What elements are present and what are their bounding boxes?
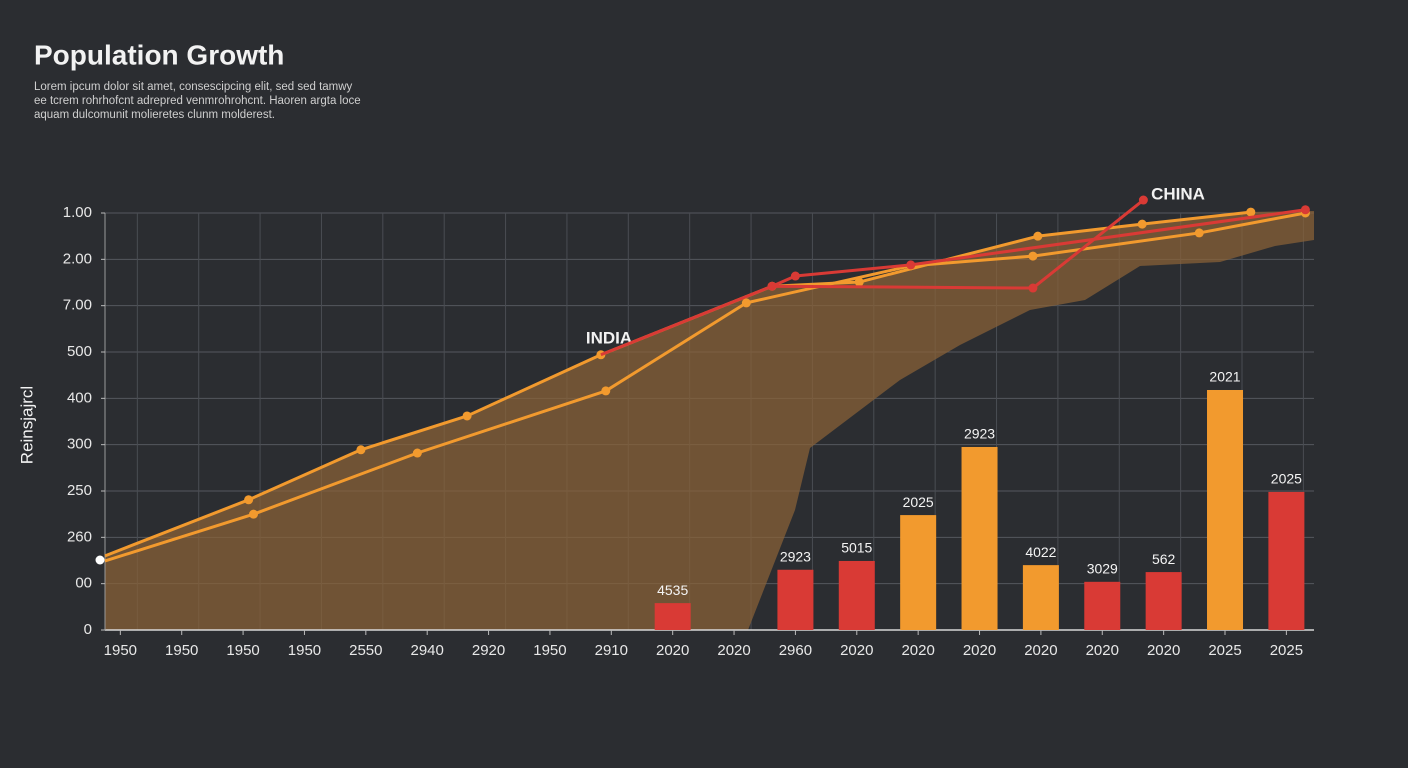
y-tick-label: 300 xyxy=(67,436,92,453)
x-tick-label: 2910 xyxy=(595,642,628,659)
y-axis-label: Reinsjajrcl xyxy=(17,386,36,464)
bar xyxy=(838,560,875,630)
x-tick-label: 2020 xyxy=(717,642,750,659)
bar-label: 4022 xyxy=(1025,544,1056,560)
bar xyxy=(961,446,998,630)
y-tick-label: 0 xyxy=(84,621,92,638)
start-dot xyxy=(95,555,105,565)
bar xyxy=(1145,572,1182,630)
y-tick-label: 250 xyxy=(67,482,92,499)
x-tick-label: 2920 xyxy=(472,642,505,659)
subtitle: aquam dulcomunit molieretes clunm molder… xyxy=(34,109,275,121)
point xyxy=(249,509,259,519)
x-tick-label: 2550 xyxy=(349,642,382,659)
bar-label: 2923 xyxy=(780,548,811,564)
x-tick-label: 1950 xyxy=(533,642,566,659)
y-tick-label: 2.00 xyxy=(63,250,92,267)
x-tick-label: 1950 xyxy=(226,642,259,659)
point xyxy=(1194,228,1204,238)
y-tick-label: 260 xyxy=(67,528,92,545)
y-tick-label: 500 xyxy=(67,343,92,360)
x-tick-label: 2960 xyxy=(779,642,812,659)
point xyxy=(412,448,422,458)
point xyxy=(356,445,366,455)
point xyxy=(601,386,611,396)
subtitle: ee tcrem rohrhofcnt adrepred venmrohrohc… xyxy=(34,95,361,107)
annotation: CHINA xyxy=(1151,184,1205,203)
y-tick-label: 00 xyxy=(75,575,92,592)
bar xyxy=(777,569,814,630)
point xyxy=(1028,251,1038,261)
bar-label: 2021 xyxy=(1209,369,1240,385)
point xyxy=(1138,195,1148,205)
point xyxy=(1033,231,1043,241)
x-tick-label: 2025 xyxy=(1270,642,1303,659)
x-tick-label: 1950 xyxy=(165,642,198,659)
bar-label: 3029 xyxy=(1087,561,1118,577)
bar-label: 2025 xyxy=(1271,471,1302,487)
point xyxy=(790,271,800,281)
bar xyxy=(1022,565,1059,630)
bar xyxy=(900,515,937,630)
y-tick-label: 1.00 xyxy=(63,204,92,221)
x-tick-label: 2020 xyxy=(1024,642,1057,659)
annotation: INDIA xyxy=(586,328,632,347)
bar-label: 2923 xyxy=(964,426,995,442)
point xyxy=(462,411,472,421)
point xyxy=(1028,283,1038,293)
y-tick-label: 7.00 xyxy=(63,297,92,314)
point xyxy=(1246,207,1256,217)
point xyxy=(906,260,916,270)
x-tick-label: 2020 xyxy=(1147,642,1180,659)
point xyxy=(1300,205,1310,215)
point xyxy=(854,277,864,287)
x-tick-label: 2020 xyxy=(1086,642,1119,659)
bar-label: 2025 xyxy=(903,494,934,510)
y-tick-label: 400 xyxy=(67,389,92,406)
bar-label: 4535 xyxy=(657,582,688,598)
x-tick-label: 2025 xyxy=(1208,642,1241,659)
bar xyxy=(1207,389,1244,630)
bar-label: 5015 xyxy=(841,540,872,556)
x-tick-label: 2940 xyxy=(411,642,444,659)
x-tick-label: 1950 xyxy=(104,642,137,659)
bar xyxy=(654,603,691,630)
bar-label: 562 xyxy=(1152,551,1176,567)
point xyxy=(244,495,254,505)
x-tick-label: 1950 xyxy=(288,642,321,659)
point xyxy=(1137,219,1147,229)
point xyxy=(741,298,751,308)
bar xyxy=(1084,581,1121,630)
x-tick-label: 2020 xyxy=(963,642,996,659)
bar xyxy=(1268,491,1305,630)
x-tick-label: 2020 xyxy=(901,642,934,659)
subtitle: Lorem ipcum dolor sit amet, consescipcin… xyxy=(34,81,353,93)
x-tick-label: 2020 xyxy=(656,642,689,659)
area-shape xyxy=(105,211,1314,630)
x-tick-label: 2020 xyxy=(840,642,873,659)
line xyxy=(771,208,1306,288)
chart-title: Population Growth xyxy=(34,39,284,70)
line xyxy=(600,198,1145,357)
